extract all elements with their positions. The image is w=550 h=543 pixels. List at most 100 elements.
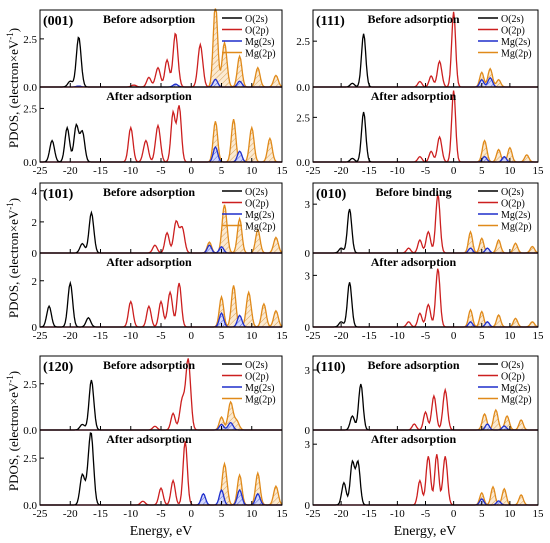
x-tick-label: 15 [277,508,289,520]
legend-label: Mg(2p) [245,222,276,233]
pdos-panel: 0.0 2.5 -25 -20 -15 -10 -5 0 5 10 15 After adsorpti… [23,429,289,520]
legend-label: O(2p) [245,199,269,210]
series-line-mg2p [40,461,283,506]
x-tick-label: -20 [63,330,78,342]
legend-label: Mg(2p) [501,222,532,233]
x-tick-label: -20 [63,508,78,520]
x-tick-label: 5 [479,330,485,342]
legend-label: Mg(2s) [501,383,530,394]
x-tick-label: -5 [156,508,166,520]
facet-label: (010) [316,187,347,202]
pdos-panel: 0 3 Before binding (010) O(2s)O(2p)Mg(2s)Mg(… [305,182,539,260]
panel-title: After adsorption [371,255,457,269]
x-tick-label: 10 [246,508,258,520]
y-tick-label: 0 [305,500,311,512]
legend-label: O(2p) [245,26,269,37]
x-tick-label: -20 [334,165,349,177]
pdos-panel: 0 3 -25 -20 -15 -10 -5 0 5 10 15 After adsorption [305,429,544,520]
x-tick-label: 10 [504,508,516,520]
legend-label: O(2s) [501,360,524,371]
y-tick-label: 0 [305,248,311,260]
pdos-panel: 0.0 2.5 -25 -20 -15 -10 -5 0 5 10 15 After adsorpti… [296,86,545,177]
legend-label: Mg(2p) [501,49,532,60]
facet-label: (120) [43,360,74,375]
facet-label: (111) [316,14,345,29]
y-tick-label: 2.5 [23,453,37,465]
y-tick-label: 2 [32,276,38,288]
panel-title: After adsorption [106,255,192,269]
series-area-Mg2p [40,119,282,162]
x-tick-label: -5 [156,165,166,177]
y-axis-label: PDOS, (electron×eV-1) [5,198,21,318]
y-tick-label: 2.5 [23,103,37,115]
x-tick-label: 0 [189,330,195,342]
x-tick-label: -5 [421,165,431,177]
x-tick-label: 0 [451,165,457,177]
series-line-o2p [40,441,282,506]
y-tick-label: 2.5 [23,379,37,391]
series-line-o2p [40,105,282,163]
facet-label: (101) [43,187,74,202]
pdos-panel: 0 3 -25 -20 -15 -10 -5 0 5 10 15 After adsorption [305,252,544,342]
y-tick-label: 0.0 [296,82,310,94]
legend-label: Mg(2s) [245,210,274,221]
x-tick-label: 5 [219,508,225,520]
y-tick-label: 2 [32,217,38,229]
x-tick-label: -10 [390,508,405,520]
x-tick-label: -20 [63,165,78,177]
y-tick-label: 3 [305,199,311,211]
legend-label: O(2p) [501,26,525,37]
facet-label: (110) [316,360,346,375]
x-axis-label-right: Energy, eV [394,524,457,539]
x-tick-label: 0 [451,508,457,520]
panel-title: Before adsorption [103,12,195,26]
y-tick-label: 0.0 [23,425,37,437]
pdos-panel: 0 3 Before adsorption (110) O(2s)O(2p)Mg(2s)… [305,355,539,437]
x-tick-label: -15 [93,330,108,342]
y-axis-label: PDOS, (electron×eV-1) [5,28,21,148]
x-tick-label: 5 [479,165,485,177]
legend-label: O(2p) [501,199,525,210]
legend-label: Mg(2s) [245,383,274,394]
x-tick-label: -15 [362,330,377,342]
y-axis-label: PDOS, (electron×eV-1) [5,371,21,491]
x-tick-label: -15 [362,508,377,520]
series-area-Mg2p [40,401,282,430]
x-tick-label: 15 [533,165,545,177]
y-tick-label: 0 [305,322,311,334]
x-tick-label: -10 [390,330,405,342]
x-tick-label: -5 [421,330,431,342]
series-line-o2s [313,282,538,328]
series-line-mg2p [40,400,282,431]
y-tick-label: 3 [305,365,311,377]
y-tick-label: 0 [32,322,38,334]
x-tick-label: -10 [123,165,138,177]
panel-title: After adsorption [106,432,192,446]
x-tick-label: -20 [334,508,349,520]
series-area-Mg2p [40,204,282,253]
x-tick-label: -15 [93,165,108,177]
y-tick-label: 3 [305,270,311,282]
series-area-Mg2p [313,231,538,253]
x-tick-label: 10 [246,165,258,177]
y-tick-label: 2.5 [296,112,310,124]
y-tick-label: 0.0 [23,500,37,512]
x-tick-label: -25 [33,165,48,177]
x-tick-label: -25 [306,165,321,177]
series-area-Mg2p [313,309,538,327]
x-tick-label: -10 [123,508,138,520]
pdos-panel: 0 2 -25 -20 -15 -10 -5 0 5 10 15 After adsorption [32,252,288,342]
x-tick-label: 0 [189,165,195,177]
series-area-Mg2p [40,463,282,505]
legend-label: Mg(2s) [501,37,530,48]
x-tick-label: -5 [156,330,166,342]
legend-label: Mg(2p) [245,395,276,406]
y-tick-label: 0 [305,425,311,437]
x-tick-label: -25 [306,330,321,342]
y-tick-label: 2.5 [296,36,310,48]
y-tick-label: 3 [305,439,311,451]
facet-label: (001) [43,14,74,29]
y-tick-label: 0.0 [23,157,37,169]
